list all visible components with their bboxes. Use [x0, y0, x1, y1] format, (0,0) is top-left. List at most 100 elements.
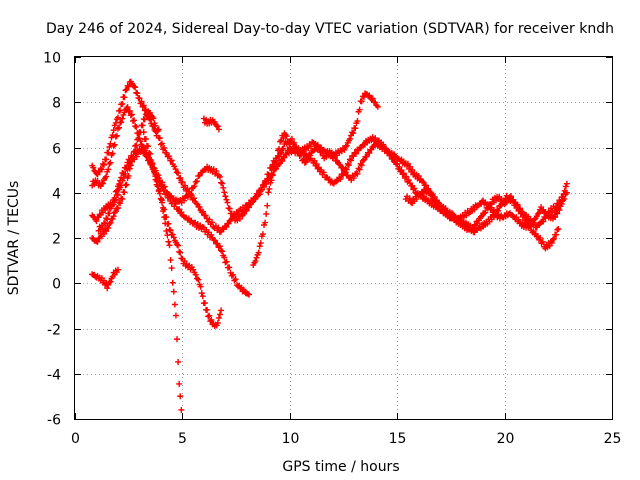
y-tick-label: -4 [47, 368, 61, 384]
data-point [409, 166, 416, 173]
data-point [174, 241, 181, 248]
data-point [192, 178, 199, 185]
data-point [207, 318, 214, 325]
data-point [387, 152, 394, 159]
data-point [245, 204, 252, 211]
data-point [99, 160, 106, 167]
data-point [196, 172, 203, 179]
grid-lines [75, 57, 612, 419]
data-point [219, 248, 226, 255]
series-track-d [140, 129, 225, 329]
data-point [154, 183, 161, 190]
data-point [245, 291, 252, 298]
data-point [114, 204, 121, 211]
data-point [154, 128, 161, 135]
y-axis-label: SDTVAR / TECUs [6, 181, 22, 296]
data-point [462, 222, 469, 229]
data-point [167, 257, 174, 264]
x-tick-label: 20 [497, 431, 515, 447]
data-point [111, 141, 118, 148]
data-point [123, 105, 130, 112]
data-point [228, 272, 235, 279]
data-point [380, 141, 387, 148]
data-point [106, 210, 113, 217]
data-point [269, 172, 276, 179]
data-point [356, 106, 363, 113]
data-point [563, 189, 570, 196]
data-point [555, 225, 562, 232]
data-point [520, 212, 527, 219]
data-point [139, 122, 146, 129]
y-tick-label: -2 [47, 323, 61, 339]
data-point [119, 195, 126, 202]
data-point [124, 82, 131, 89]
x-tick-label: 0 [71, 431, 80, 447]
data-point [271, 162, 278, 169]
data-point [272, 157, 279, 164]
data-point [125, 83, 132, 90]
data-point [158, 197, 165, 204]
data-point [116, 124, 123, 131]
data-point [263, 210, 270, 217]
data-point [114, 114, 121, 121]
data-point [155, 172, 162, 179]
data-point [356, 166, 363, 173]
data-point [132, 123, 139, 130]
data-point [561, 195, 568, 202]
data-point [125, 172, 132, 179]
x-tick-label: 10 [282, 431, 300, 447]
data-point [126, 165, 133, 172]
data-point [100, 277, 107, 284]
data-point [120, 170, 127, 177]
data-point [138, 147, 145, 154]
data-point [205, 313, 212, 320]
data-point [494, 206, 501, 213]
data-point [196, 203, 203, 210]
data-point [103, 228, 110, 235]
data-point [400, 170, 407, 177]
data-point [124, 104, 131, 111]
data-point [111, 194, 118, 201]
data-point [198, 290, 205, 297]
data-point [372, 135, 379, 142]
data-point [445, 211, 452, 218]
data-point [171, 301, 178, 308]
y-tick-label: 4 [52, 187, 61, 203]
data-point [209, 219, 216, 226]
data-point [343, 166, 350, 173]
data-point [232, 276, 239, 283]
data-point [223, 196, 230, 203]
data-point [132, 84, 139, 91]
data-point [118, 174, 125, 181]
data-point [123, 164, 130, 171]
data-point [427, 191, 434, 198]
data-point [128, 111, 135, 118]
data-point [500, 198, 507, 205]
data-point [190, 266, 197, 273]
y-tick-label: 2 [52, 232, 61, 248]
data-point [145, 157, 152, 164]
data-point [226, 264, 233, 271]
data-point [134, 90, 141, 97]
data-point [97, 165, 104, 172]
data-point [114, 191, 121, 198]
data-point [419, 190, 426, 197]
data-point [558, 200, 565, 207]
data-point [336, 161, 343, 168]
data-point [346, 156, 353, 163]
data-point [110, 127, 117, 134]
data-point [129, 118, 136, 125]
data-point [117, 107, 124, 114]
data-point [106, 160, 113, 167]
data-point [118, 119, 125, 126]
data-point [171, 163, 178, 170]
data-point [183, 192, 190, 199]
data-point [123, 181, 130, 188]
x-axis-label: GPS time / hours [282, 459, 399, 475]
data-point [138, 98, 145, 105]
data-point [131, 117, 138, 124]
data-point [135, 135, 142, 142]
data-point [278, 149, 285, 156]
data-point [551, 235, 558, 242]
y-tick-label: 10 [43, 51, 61, 67]
